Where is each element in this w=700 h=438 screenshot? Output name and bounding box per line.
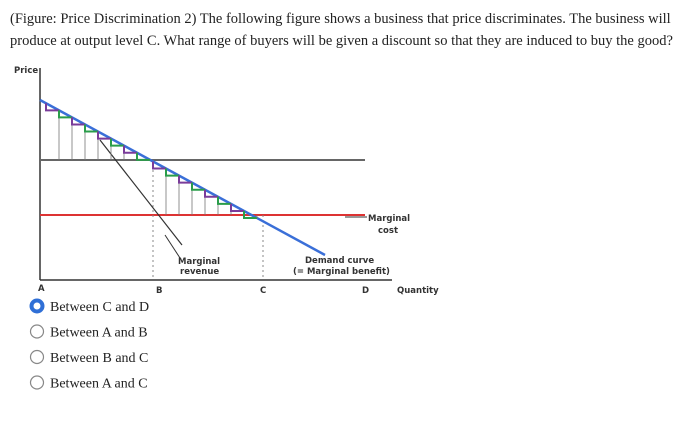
marginal-revenue-line [99,139,183,246]
step [178,175,192,184]
point-label: C [260,286,266,296]
step [243,210,257,220]
step [204,189,218,198]
radio-button[interactable] [29,324,45,339]
step [97,131,111,140]
option-label[interactable]: Between C and D [50,300,149,315]
step [84,124,98,133]
option-label[interactable]: Between B and C [50,351,148,366]
step [191,182,205,191]
step [71,117,85,126]
option-label[interactable]: Between A and C [50,377,148,392]
mc-label: Marginal [368,214,410,224]
options: Between C and D Between A and B Between B … [29,298,149,392]
y-axis-label: Price [14,66,38,76]
mr-label: revenue [180,267,219,277]
mc-label: cost [378,226,398,236]
point-label: D [362,286,369,296]
point-label: B [156,286,162,296]
step [217,196,231,205]
mr-label: Marginal [178,257,220,267]
step [45,103,59,112]
question: (Figure: Price Discrimination 2) The fol… [10,11,673,49]
demand-line [39,98,326,257]
radio-button[interactable] [29,298,45,314]
diagram [39,68,392,281]
step [123,145,137,154]
demand-label: Demand curve [305,256,374,266]
step [230,203,244,212]
step [110,138,124,147]
step [165,168,179,177]
step [58,110,72,119]
option-label[interactable]: Between A and B [50,326,148,341]
radio-button[interactable] [29,375,45,390]
radio-button[interactable] [29,349,45,365]
x-axis-label: Quantity [397,286,439,296]
step [152,161,166,170]
mr-pointer [164,234,181,259]
demand-label: (= Marginal benefit) [293,267,390,277]
point-label: A [38,284,45,294]
step [136,152,150,161]
